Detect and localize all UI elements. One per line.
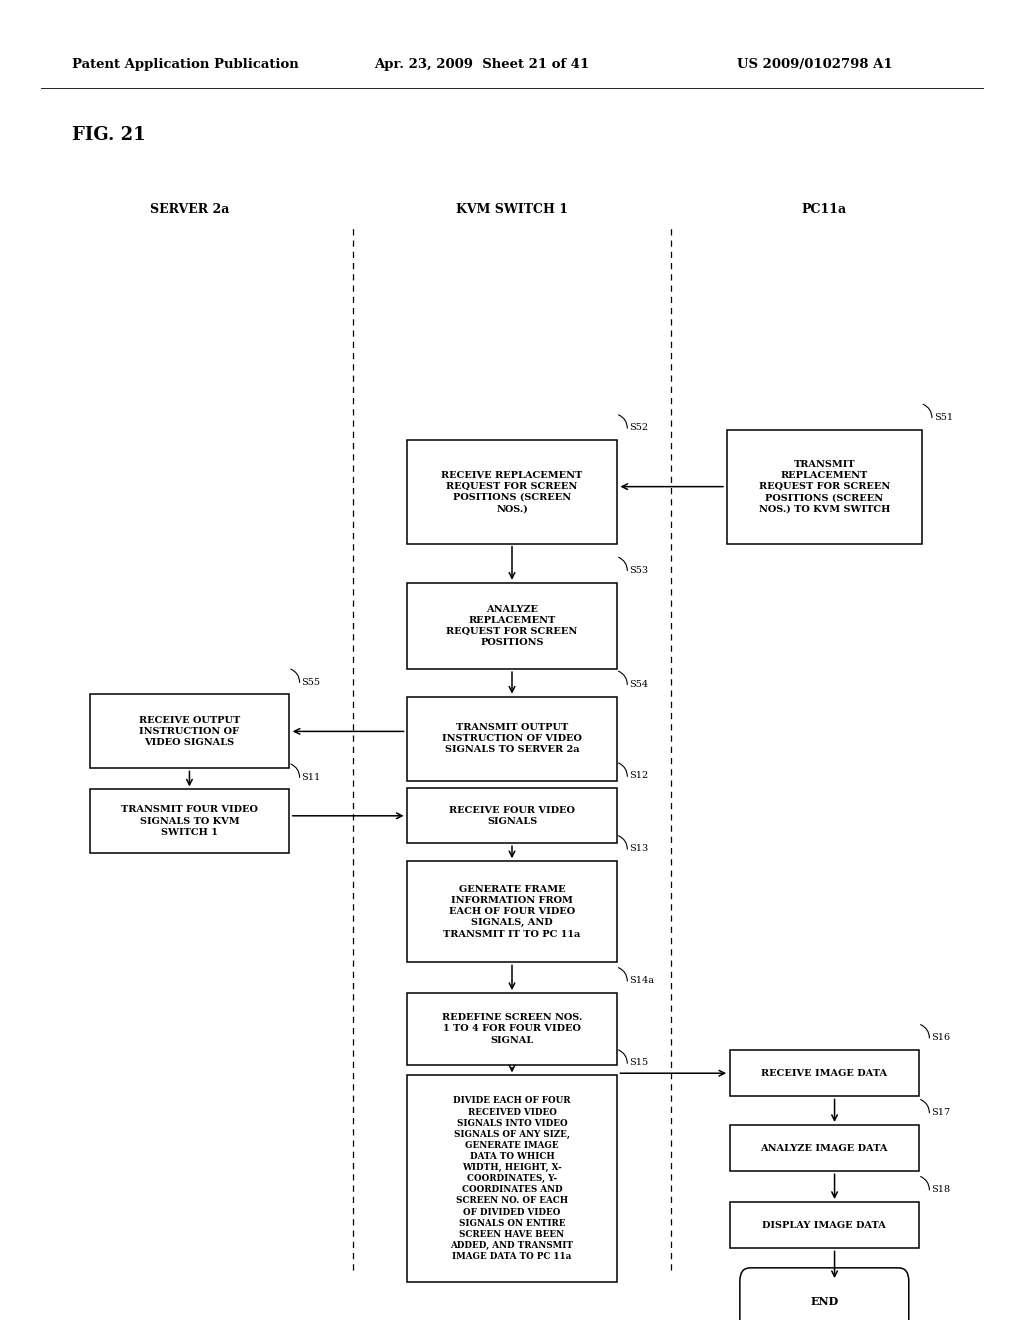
Bar — [729, 1125, 920, 1171]
Text: S54: S54 — [629, 680, 648, 689]
Bar — [90, 694, 289, 768]
Text: S11: S11 — [301, 772, 321, 781]
Text: TRANSMIT OUTPUT
INSTRUCTION OF VIDEO
SIGNALS TO SERVER 2a: TRANSMIT OUTPUT INSTRUCTION OF VIDEO SIG… — [442, 723, 582, 755]
Text: RECEIVE FOUR VIDEO
SIGNALS: RECEIVE FOUR VIDEO SIGNALS — [450, 805, 574, 826]
Text: REDEFINE SCREEN NOS.
1 TO 4 FOR FOUR VIDEO
SIGNAL: REDEFINE SCREEN NOS. 1 TO 4 FOR FOUR VID… — [442, 1014, 582, 1044]
Text: S17: S17 — [932, 1107, 950, 1117]
Text: RECEIVE REPLACEMENT
REQUEST FOR SCREEN
POSITIONS (SCREEN
NOS.): RECEIVE REPLACEMENT REQUEST FOR SCREEN P… — [441, 471, 583, 513]
Text: S12: S12 — [629, 771, 648, 780]
Bar — [727, 430, 922, 544]
Text: Patent Application Publication: Patent Application Publication — [72, 58, 298, 71]
Text: RECEIVE IMAGE DATA: RECEIVE IMAGE DATA — [761, 1069, 888, 1077]
Text: S16: S16 — [932, 1034, 950, 1041]
Bar — [408, 993, 616, 1065]
Text: DISPLAY IMAGE DATA: DISPLAY IMAGE DATA — [763, 1221, 886, 1230]
Text: RECEIVE OUTPUT
INSTRUCTION OF
VIDEO SIGNALS: RECEIVE OUTPUT INSTRUCTION OF VIDEO SIGN… — [139, 715, 240, 747]
Text: TRANSMIT FOUR VIDEO
SIGNALS TO KVM
SWITCH 1: TRANSMIT FOUR VIDEO SIGNALS TO KVM SWITC… — [121, 805, 258, 837]
Text: TRANSMIT
REPLACEMENT
REQUEST FOR SCREEN
POSITIONS (SCREEN
NOS.) TO KVM SWITCH: TRANSMIT REPLACEMENT REQUEST FOR SCREEN … — [759, 459, 890, 513]
FancyBboxPatch shape — [739, 1267, 909, 1320]
Bar — [408, 441, 616, 544]
Text: S55: S55 — [301, 677, 321, 686]
Text: S53: S53 — [629, 566, 648, 574]
Text: Apr. 23, 2009  Sheet 21 of 41: Apr. 23, 2009 Sheet 21 of 41 — [374, 58, 589, 71]
Text: US 2009/0102798 A1: US 2009/0102798 A1 — [737, 58, 893, 71]
Bar — [408, 582, 616, 669]
Text: S51: S51 — [934, 413, 953, 422]
Bar — [729, 1049, 920, 1097]
Bar — [90, 789, 289, 853]
Text: ANALYZE
REPLACEMENT
REQUEST FOR SCREEN
POSITIONS: ANALYZE REPLACEMENT REQUEST FOR SCREEN P… — [446, 605, 578, 647]
Text: DIVIDE EACH OF FOUR
RECEIVED VIDEO
SIGNALS INTO VIDEO
SIGNALS OF ANY SIZE,
GENER: DIVIDE EACH OF FOUR RECEIVED VIDEO SIGNA… — [451, 1097, 573, 1261]
Text: ANALYZE IMAGE DATA: ANALYZE IMAGE DATA — [761, 1143, 888, 1152]
Text: KVM SWITCH 1: KVM SWITCH 1 — [456, 203, 568, 216]
Text: GENERATE FRAME
INFORMATION FROM
EACH OF FOUR VIDEO
SIGNALS, AND
TRANSMIT IT TO P: GENERATE FRAME INFORMATION FROM EACH OF … — [443, 886, 581, 939]
Text: SERVER 2a: SERVER 2a — [150, 203, 229, 216]
Bar — [408, 861, 616, 962]
Bar — [729, 1203, 920, 1249]
Bar — [408, 697, 616, 781]
Bar — [408, 788, 616, 843]
Text: END: END — [810, 1296, 839, 1307]
Bar — [408, 1076, 616, 1282]
Text: PC11a: PC11a — [802, 203, 847, 216]
Text: S52: S52 — [629, 424, 648, 432]
Text: S15: S15 — [629, 1059, 648, 1068]
Text: FIG. 21: FIG. 21 — [72, 125, 145, 144]
Text: S18: S18 — [932, 1185, 950, 1195]
Text: S14a: S14a — [629, 975, 654, 985]
Text: S13: S13 — [629, 845, 648, 853]
